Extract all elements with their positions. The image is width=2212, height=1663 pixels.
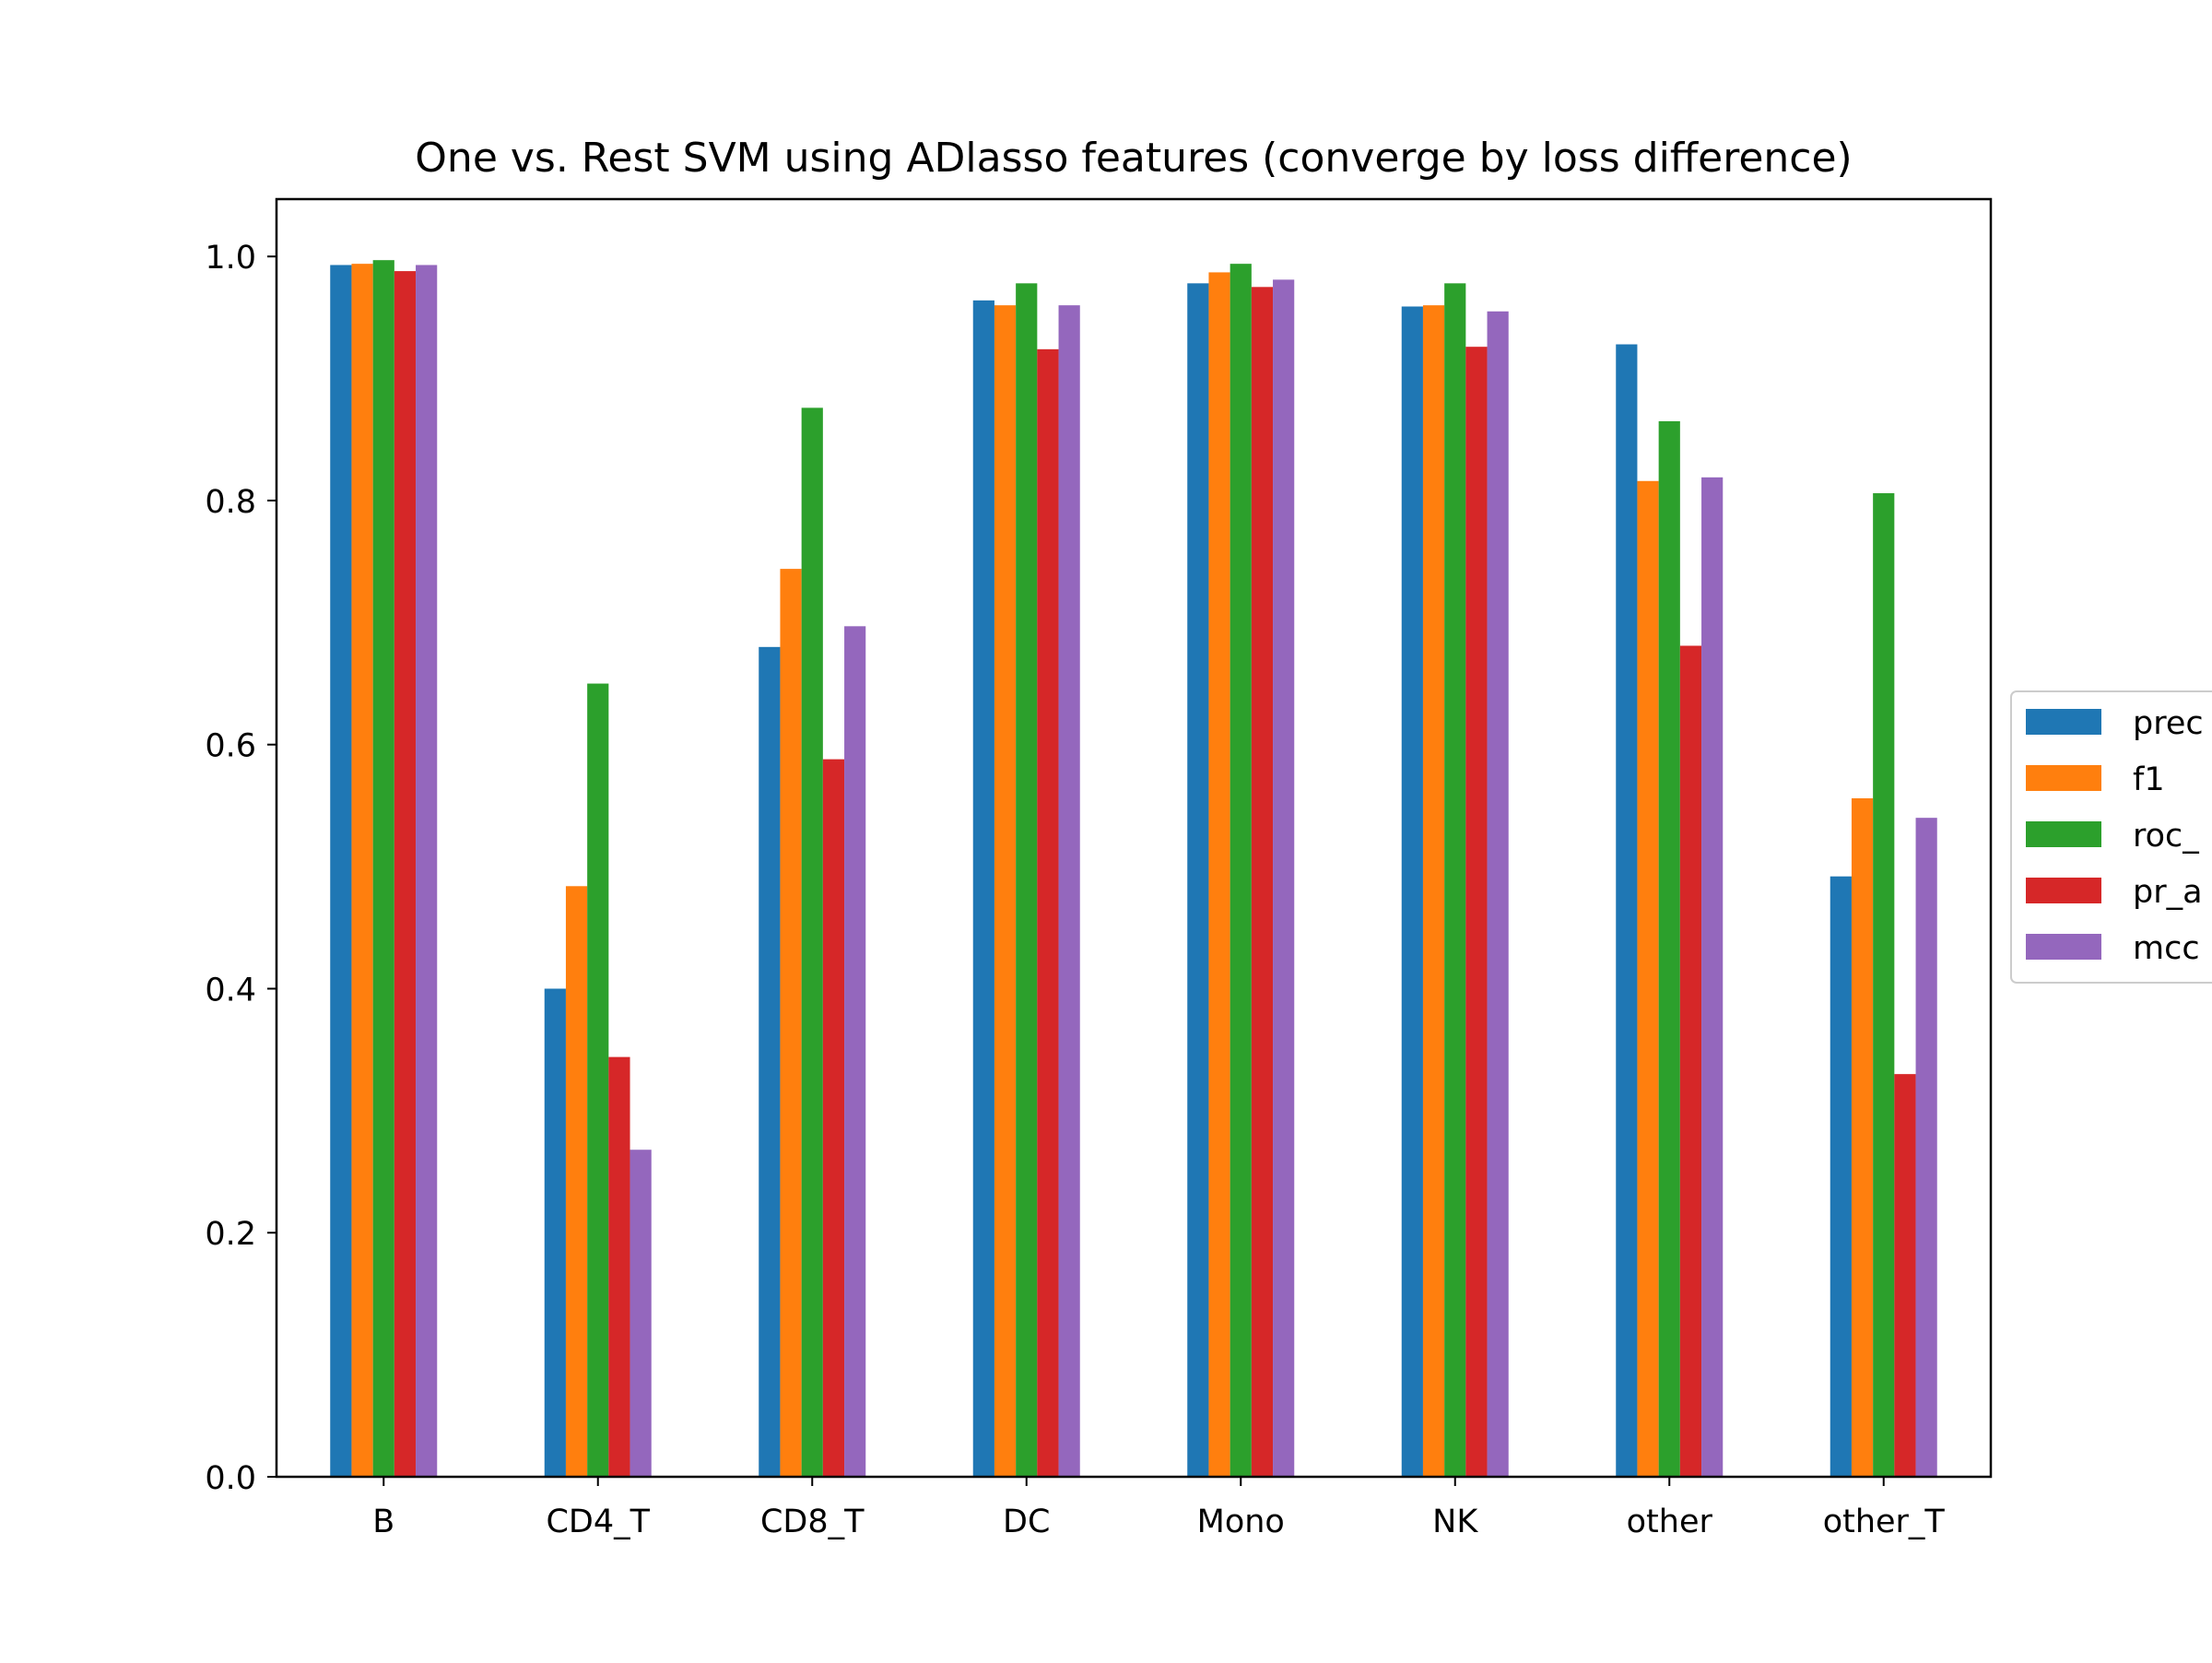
bar-pr_a-other [1679, 645, 1702, 1477]
bar-f1-DC [994, 305, 1017, 1477]
bar-roc_-other_T [1873, 493, 1895, 1477]
bar-prec-other_T [1830, 876, 1852, 1477]
y-tick-label: 0.8 [205, 484, 256, 521]
bar-roc_-other [1658, 420, 1680, 1478]
bar-roc_-CD8_T [801, 407, 823, 1477]
x-tick-label: Mono [1197, 1504, 1285, 1540]
bars-layer [330, 260, 1937, 1478]
bar-f1-B [351, 264, 373, 1477]
legend-label-pr_a: pr_a [2133, 874, 2203, 911]
bar-prec-DC [972, 300, 994, 1477]
bar-mcc-B [416, 265, 438, 1478]
y-axis: 0.0 0.2 0.4 0.6 0.8 1.0 [205, 240, 276, 1497]
bar-mcc-DC [1058, 305, 1080, 1477]
bar-pr_a-Mono [1251, 287, 1274, 1477]
bar-roc_-Mono [1230, 264, 1252, 1477]
bar-f1-NK [1422, 305, 1445, 1477]
bar-f1-CD8_T [780, 569, 802, 1477]
bar-prec-CD4_T [544, 988, 566, 1477]
bar-pr_a-CD8_T [822, 759, 845, 1477]
plot-frame [275, 197, 1993, 1479]
bar-pr_a-CD4_T [608, 1056, 630, 1477]
bar-roc_-CD4_T [587, 683, 609, 1477]
bar-roc_-DC [1016, 283, 1038, 1478]
legend-label-mcc: mcc [2133, 930, 2200, 967]
x-tick-label: CD8_T [760, 1504, 865, 1540]
bar-pr_a-DC [1037, 348, 1059, 1478]
legend-swatch-pr_a [2026, 878, 2101, 903]
legend-swatch-mcc [2026, 934, 2101, 960]
bar-f1-Mono [1208, 272, 1230, 1478]
y-tick-label: 0.6 [205, 728, 256, 765]
x-tick-label: B [372, 1504, 394, 1540]
bar-f1-CD4_T [565, 886, 588, 1477]
legend-swatch-prec [2026, 709, 2101, 735]
x-axis: B CD4_T CD8_T DC Mono NK other other_T [372, 1477, 1945, 1540]
y-tick-label: 0.4 [205, 972, 256, 1008]
legend-label-f1: f1 [2133, 761, 2165, 798]
y-tick-label: 1.0 [205, 240, 256, 277]
y-tick-label: 0.0 [205, 1460, 256, 1497]
bar-roc_-B [372, 260, 394, 1478]
x-tick-label: DC [1003, 1504, 1050, 1540]
bar-prec-other [1616, 344, 1638, 1477]
bar-prec-B [330, 265, 352, 1478]
legend-swatch-roc_ [2026, 821, 2101, 847]
bar-roc_-NK [1444, 283, 1466, 1478]
bar-f1-other_T [1851, 797, 1874, 1477]
bar-mcc-NK [1487, 311, 1509, 1477]
bar-mcc-CD4_T [629, 1150, 652, 1477]
legend-box [2010, 690, 2212, 984]
bar-f1-other [1637, 480, 1659, 1477]
x-tick-label: other [1627, 1504, 1713, 1540]
legend-label-roc_: roc_ [2133, 818, 2199, 855]
x-tick-label: other_T [1823, 1504, 1946, 1540]
chart-title: One vs. Rest SVM using ADlasso features … [415, 135, 1852, 182]
legend-label-prec: prec [2133, 705, 2204, 742]
bar-prec-Mono [1187, 283, 1209, 1478]
bar-pr_a-B [394, 271, 417, 1478]
bar-mcc-Mono [1273, 279, 1295, 1477]
bar-mcc-other [1701, 477, 1724, 1477]
x-tick-label: CD4_T [546, 1504, 650, 1540]
bar-pr_a-other_T [1894, 1074, 1916, 1477]
legend-swatch-f1 [2026, 765, 2101, 791]
bar-mcc-CD8_T [844, 626, 866, 1477]
x-tick-label: NK [1432, 1504, 1478, 1540]
bar-pr_a-NK [1465, 347, 1488, 1478]
bar-mcc-other_T [1915, 818, 1937, 1477]
y-tick-label: 0.2 [205, 1216, 256, 1253]
bar-prec-NK [1401, 306, 1423, 1477]
bar-prec-CD8_T [759, 646, 781, 1477]
